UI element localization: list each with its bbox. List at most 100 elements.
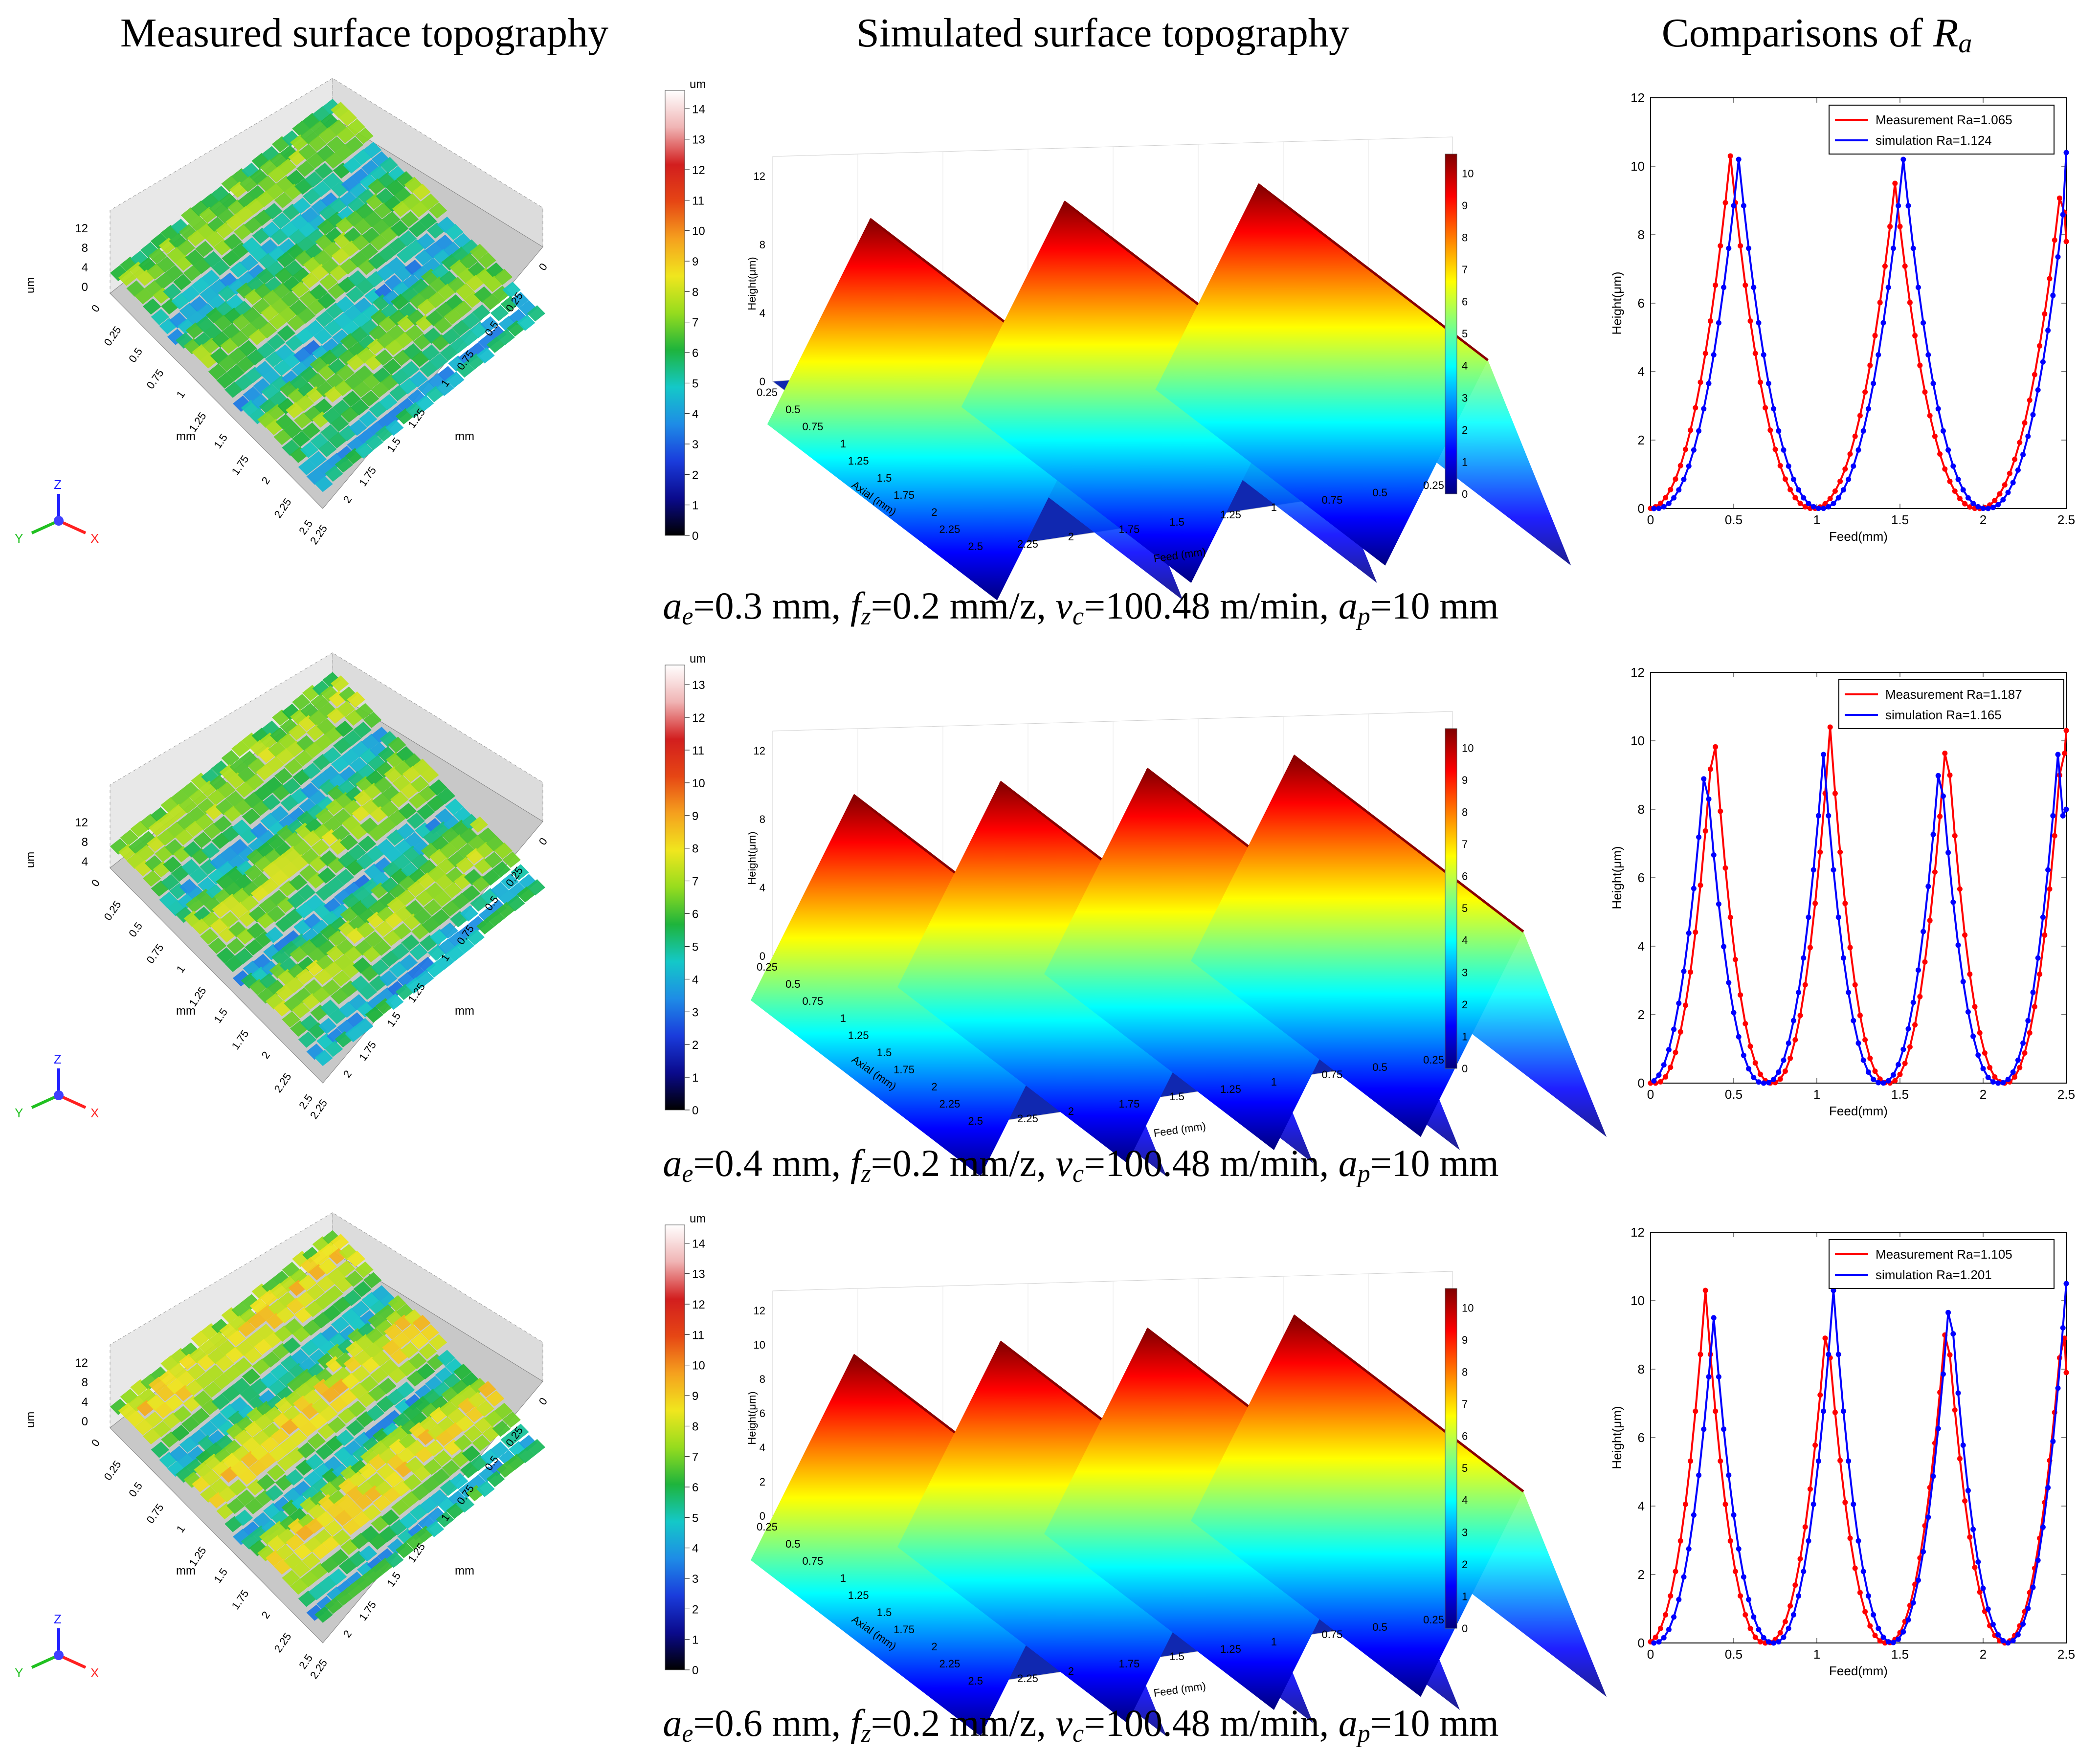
- series-point-simulation: [1656, 506, 1662, 511]
- series-point-measurement: [1772, 446, 1778, 452]
- measured-surface-patch: [238, 1468, 257, 1485]
- measured-surface-patch: [350, 1460, 369, 1476]
- measured-surface-patch: [169, 1445, 188, 1463]
- measured-surface-patch: [211, 185, 230, 202]
- series-point-measurement: [1673, 1569, 1678, 1575]
- simulated-axial-tick: 0.25: [757, 1521, 778, 1533]
- measured-surface-patch: [355, 703, 374, 720]
- simulated-axial-tick: 1.25: [848, 1589, 869, 1601]
- measured-surface-patch: [352, 1445, 371, 1463]
- measured-surface-patch: [399, 1433, 418, 1450]
- series-point-simulation: [2000, 1080, 2006, 1086]
- measured-surface-patch: [236, 1339, 254, 1356]
- series-point-simulation: [1771, 1640, 1777, 1646]
- measured-surface-patch: [424, 1376, 444, 1393]
- measured-surface-patch: [194, 332, 212, 349]
- series-point-measurement: [1767, 427, 1773, 433]
- measured-surface-patch: [165, 265, 183, 282]
- measured-surface-patch: [368, 253, 387, 269]
- measured-surface-patch: [433, 1381, 452, 1398]
- measured-surface-patch: [457, 843, 476, 860]
- measured-surface-patch: [407, 309, 425, 326]
- measured-surface-patch: [282, 130, 301, 147]
- measured-surface-patch: [297, 956, 316, 973]
- measured-surface-patch: [314, 398, 333, 415]
- measured-surface-patch: [303, 913, 322, 930]
- axis-z-letter: Z: [54, 477, 62, 492]
- y-tick-label: 10: [1631, 159, 1645, 174]
- measured-surface-patch: [320, 424, 339, 441]
- measured-surface-patch: [419, 213, 437, 230]
- measured-colorbar-tick: 12: [692, 711, 705, 725]
- series-point-measurement: [1967, 504, 1973, 510]
- measured-surface-patch: [110, 838, 129, 855]
- series-point-simulation: [1955, 942, 1961, 948]
- measured-surface-patch: [292, 197, 311, 214]
- measured-surface-patch: [347, 118, 365, 135]
- series-point-measurement: [2063, 728, 2069, 733]
- measured-surface-patch: [301, 848, 320, 865]
- series-point-measurement: [1698, 379, 1703, 385]
- measured-surface-patch: [388, 166, 406, 182]
- measured-surface-patch: [209, 1412, 228, 1429]
- measured-surface-patch: [308, 1504, 326, 1520]
- measured-surface-patch: [234, 1429, 253, 1446]
- measured-surface-patch: [322, 979, 341, 996]
- series-point-measurement: [1668, 1593, 1674, 1599]
- measured-surface-patch: [293, 1480, 312, 1497]
- series-point-measurement: [2037, 343, 2043, 349]
- measured-surface-patch: [175, 1466, 194, 1483]
- series-point-measurement: [1732, 1569, 1738, 1575]
- series-point-measurement: [1722, 200, 1728, 206]
- measured-surface-patch: [171, 1424, 190, 1442]
- y-tick-label: 4: [1638, 939, 1645, 954]
- measured-surface-patch: [297, 382, 316, 399]
- series-point-measurement: [1847, 1535, 1853, 1541]
- measured-colorbar-tick: 1: [692, 1071, 698, 1085]
- simulated-axial-tick: 2.25: [939, 1658, 961, 1670]
- simulated-colorbar-tick: 5: [1462, 902, 1468, 914]
- measured-surface-patch: [492, 1420, 511, 1437]
- measured-surface-patch: [180, 781, 200, 799]
- measured-surface-patch: [267, 1464, 286, 1481]
- measured-surface-patch: [417, 233, 435, 249]
- measured-surface-patch: [300, 782, 319, 799]
- measured-surface-patch: [230, 1460, 249, 1477]
- series-point-measurement: [1892, 180, 1898, 186]
- measured-surface-patch: [306, 1043, 325, 1060]
- simulated-colorbar-tick: 1: [1462, 1590, 1468, 1602]
- measured-surface-patch: [443, 1373, 462, 1390]
- measured-surface-patch: [140, 242, 159, 259]
- measured-surface-patch: [314, 734, 333, 751]
- measured-surface-patch: [295, 328, 314, 344]
- caption-part: a: [663, 1702, 682, 1744]
- measured-surface-patch: [163, 283, 181, 300]
- caption-part: z: [860, 1160, 871, 1188]
- measured-surface-patch: [409, 371, 428, 388]
- series-point-simulation: [2060, 212, 2066, 218]
- series-point-measurement: [1747, 1625, 1753, 1631]
- simulated-axial-tick: 1.75: [894, 1064, 915, 1076]
- series-point-measurement: [2027, 398, 2033, 403]
- caption-part: e: [682, 602, 693, 630]
- series-point-simulation: [1876, 1625, 1881, 1631]
- series-point-measurement: [2027, 1030, 2033, 1036]
- measured-surface-patch: [402, 1404, 422, 1420]
- series-point-measurement: [1817, 849, 1823, 855]
- measured-surface-patch: [301, 272, 320, 288]
- measured-surface-patch: [376, 1319, 394, 1336]
- measured-surface-patch: [282, 1337, 301, 1354]
- measured-surface-patch: [289, 807, 307, 823]
- measured-surface-patch: [312, 1543, 331, 1560]
- series-point-measurement: [1693, 929, 1698, 935]
- measured-surface-patch: [375, 1480, 393, 1497]
- measured-surface-patch: [387, 980, 406, 998]
- measured-surface-patch: [401, 862, 420, 879]
- x-tick-label: 1.5: [1891, 512, 1909, 527]
- measured-surface-patch: [286, 976, 304, 993]
- measured-surface-patch: [134, 288, 153, 305]
- measured-surface-patch: [355, 1574, 374, 1590]
- measured-surface-patch: [169, 1363, 187, 1379]
- measured-surface-patch: [435, 1430, 454, 1446]
